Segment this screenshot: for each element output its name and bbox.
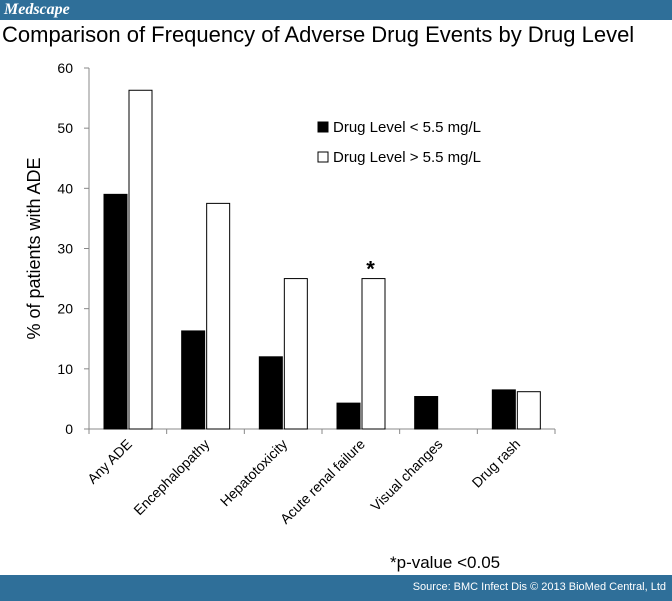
legend-label: Drug Level < 5.5 mg/L — [333, 119, 481, 136]
x-tick-label: Any ADE — [84, 436, 135, 487]
bar-high — [206, 202, 231, 430]
x-tick-label: Encephalopathy — [130, 436, 212, 518]
bar-low — [414, 396, 439, 430]
y-axis-label: % of patients with ADE — [24, 157, 44, 339]
significance-asterisk: * — [366, 257, 375, 282]
header-bar: Medscape — [0, 0, 672, 20]
bar-high — [361, 278, 386, 430]
bar-high — [283, 278, 308, 430]
legend-swatch — [317, 151, 329, 163]
footnote: *p-value <0.05 — [390, 553, 501, 572]
x-tick-label: Hepatotoxicity — [217, 436, 290, 509]
bar-low — [336, 402, 361, 430]
x-tick-label: Acute renal failure — [277, 436, 368, 527]
bar-low — [491, 389, 516, 430]
x-tick-label: Visual changes — [367, 436, 445, 514]
legend-swatch — [317, 121, 329, 133]
chart-title: Comparison of Frequency of Adverse Drug … — [2, 22, 635, 47]
bar-low — [258, 356, 283, 430]
y-tick-label: 10 — [57, 361, 73, 377]
y-tick-label: 30 — [57, 241, 73, 257]
legend-label: Drug Level > 5.5 mg/L — [333, 149, 481, 166]
bar-high — [128, 89, 153, 430]
brand-logo: Medscape — [4, 1, 70, 18]
y-tick-label: 50 — [57, 120, 73, 136]
bar-low — [181, 330, 206, 430]
x-tick-label: Drug rash — [469, 436, 524, 491]
y-tick-label: 40 — [57, 180, 73, 196]
footer-bar: Source: BMC Infect Dis © 2013 BioMed Cen… — [0, 575, 672, 601]
y-tick-label: 20 — [57, 301, 73, 317]
source-credit: Source: BMC Infect Dis © 2013 BioMed Cen… — [412, 581, 666, 593]
bar-low — [103, 193, 128, 430]
bar-high — [516, 391, 541, 430]
y-tick-label: 60 — [57, 60, 73, 76]
y-tick-label: 0 — [65, 421, 73, 437]
